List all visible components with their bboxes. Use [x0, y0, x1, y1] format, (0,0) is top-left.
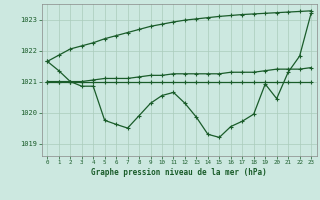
X-axis label: Graphe pression niveau de la mer (hPa): Graphe pression niveau de la mer (hPa): [91, 168, 267, 177]
